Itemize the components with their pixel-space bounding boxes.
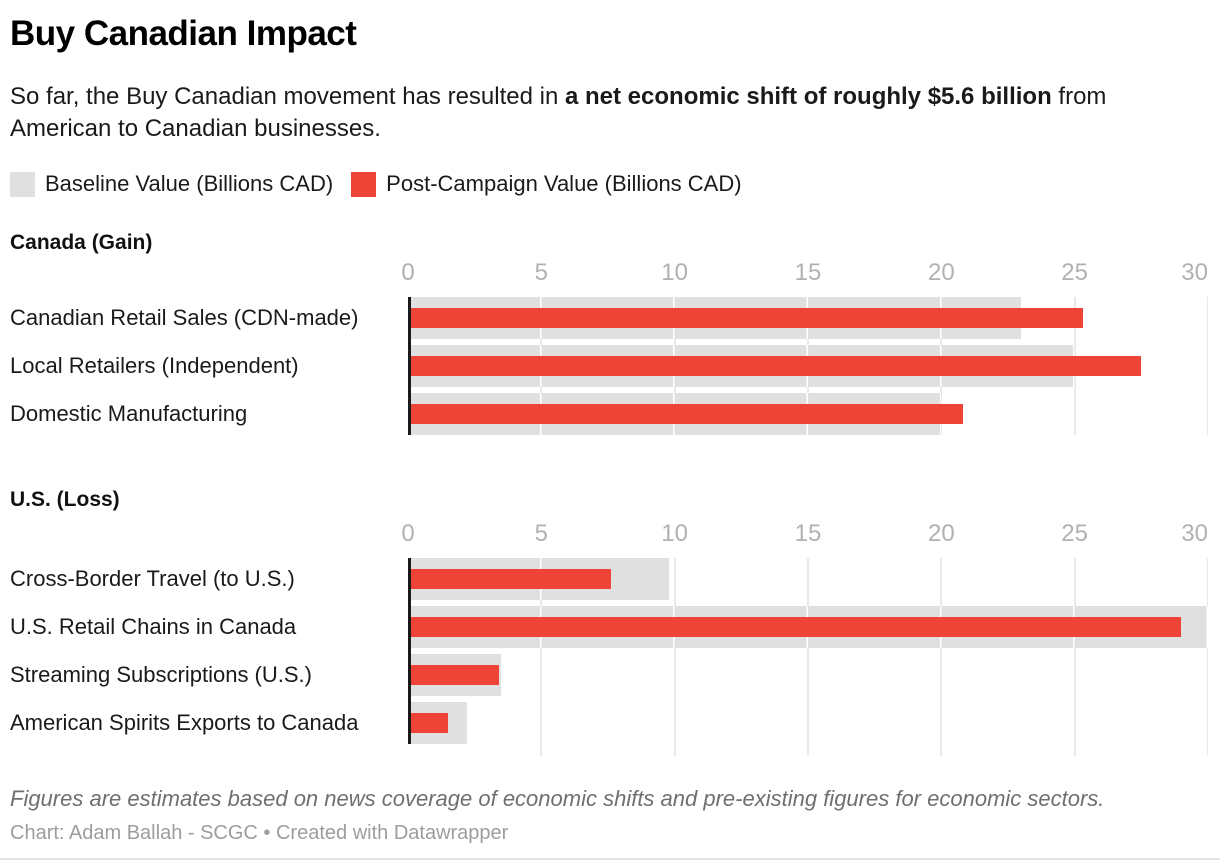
axis-tick-label: 10: [661, 520, 689, 547]
plot-canada: [408, 297, 1208, 435]
bar-row: [408, 654, 1208, 696]
subtitle-bold-text: a net economic shift of roughly $5.6 bil…: [565, 83, 1052, 110]
y-axis-line: [408, 297, 411, 435]
axis-tick-label: 15: [794, 259, 822, 286]
post-campaign-bar: [408, 617, 1182, 637]
plot-us: [408, 558, 1208, 756]
legend-swatch: [10, 171, 35, 197]
category-label: Cross-Border Travel (to U.S.): [10, 566, 295, 591]
bar-row: [408, 345, 1208, 387]
axis-tick-label: 0: [401, 259, 415, 286]
axis-tick-label: 5: [534, 259, 549, 286]
legend-label: Baseline Value (Billions CAD): [45, 171, 334, 196]
axis-tick-label: 30: [1181, 520, 1208, 547]
chart-section-us: U.S. (Loss) 0 5 10 15 20 25 30 Cross-Border Trav…: [10, 488, 1208, 756]
chart-subtitle: So far, the Buy Canadian movement has re…: [10, 81, 1200, 145]
legend-swatch: [351, 171, 377, 197]
axis-tick-label: 25: [1061, 259, 1089, 286]
attribution: Chart: Adam Ballah - SCGC • Created with…: [10, 822, 509, 844]
chart-section-canada: Canada (Gain) 0 5 10 15 20 25 30 Canadian Retail…: [10, 231, 1208, 435]
plot-area-us: Cross-Border Travel (to U.S.) U.S. Retail…: [10, 558, 1218, 756]
charts-container: Canada (Gain) 0 5 10 15 20 25 30 Canadian Retail…: [10, 231, 1208, 756]
post-campaign-bar: [408, 665, 499, 685]
post-campaign-bar: [408, 569, 611, 589]
post-campaign-bar: [408, 404, 963, 424]
x-axis-canada: 0 5 10 15 20 25 30: [401, 258, 1208, 286]
chart-title: Buy Canadian Impact: [10, 14, 357, 53]
bar-row: [408, 702, 1208, 744]
plot-area-canada: Canadian Retail Sales (CDN-made) Local Re…: [10, 297, 1218, 435]
post-campaign-bar: [408, 713, 448, 733]
axis-tick-label: 10: [661, 259, 689, 286]
y-axis-line: [408, 558, 411, 744]
chart-legend: Baseline Value (Billions CAD) Post-Campai…: [10, 171, 1208, 197]
axis-tick-label: 15: [794, 520, 822, 547]
bar-row: [408, 606, 1208, 648]
category-label: U.S. Retail Chains in Canada: [10, 614, 297, 639]
bar-row: [408, 297, 1208, 339]
axis-tick-label: 25: [1061, 520, 1089, 547]
category-label: Canadian Retail Sales (CDN-made): [10, 305, 359, 330]
bar-row: [408, 558, 1208, 600]
gridline: [1207, 297, 1208, 435]
gridline: [1207, 558, 1208, 756]
x-axis-us: 0 5 10 15 20 25 30: [401, 519, 1208, 547]
post-campaign-bar: [408, 356, 1142, 376]
legend-item: Post-Campaign Value (Billions CAD): [351, 171, 742, 197]
gridline: [1073, 558, 1076, 756]
category-label: Local Retailers (Independent): [10, 353, 299, 378]
category-label: Streaming Subscriptions (U.S.): [10, 662, 312, 687]
section-title-canada: Canada (Gain): [10, 231, 153, 254]
section-title-us: U.S. (Loss): [10, 488, 120, 511]
subtitle-text-end: from American to Canadian businesses.: [10, 83, 1107, 142]
gridline: [540, 558, 543, 756]
axis-tick-label: 20: [927, 259, 955, 286]
post-campaign-bar: [408, 308, 1083, 328]
subtitle-text: So far, the Buy Canadian movement has re…: [10, 83, 565, 110]
gridline: [940, 558, 943, 756]
axis-tick-label: 0: [401, 520, 415, 547]
axis-tick-label: 20: [927, 520, 955, 547]
footnote: Figures are estimates based on news cove…: [10, 786, 1105, 811]
bottom-divider: [0, 858, 1220, 860]
gridline: [807, 558, 809, 756]
category-label: Domestic Manufacturing: [10, 401, 248, 426]
category-label: American Spirits Exports to Canada: [10, 710, 359, 735]
gridline: [673, 558, 676, 756]
bar-row: [408, 393, 1208, 435]
axis-tick-label: 5: [534, 520, 549, 547]
legend-label: Post-Campaign Value (Billions CAD): [386, 171, 742, 196]
legend-item: Baseline Value (Billions CAD): [10, 171, 333, 197]
axis-tick-label: 30: [1181, 259, 1208, 286]
